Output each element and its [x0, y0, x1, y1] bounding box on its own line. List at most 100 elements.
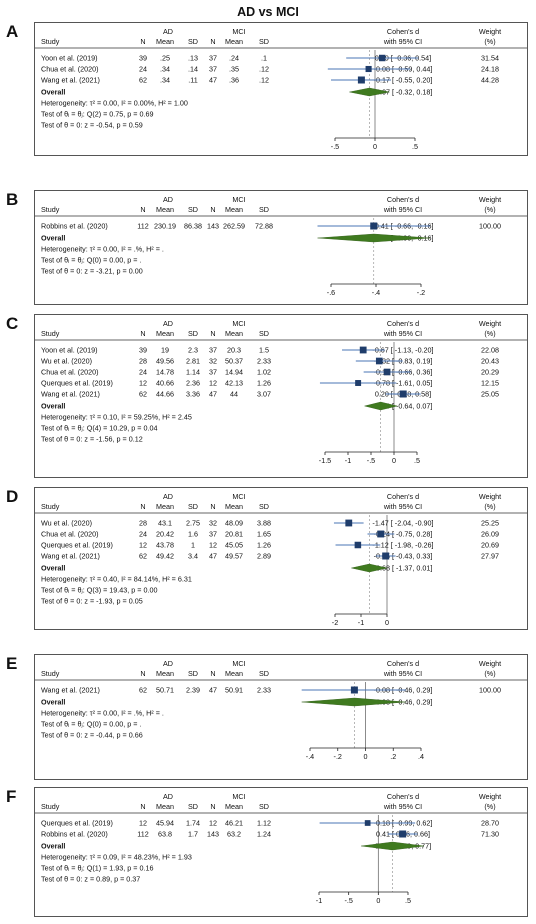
mci-n: 12	[209, 541, 217, 550]
effect-box	[345, 519, 353, 527]
mci-mean-header: Mean	[225, 502, 243, 511]
effect-subheader: with 95% CI	[383, 502, 422, 511]
ad-sd: 1.7	[188, 830, 198, 839]
forest-panel-a: A AD MCI Cohen's d Weight Study N Mean SD N Mean SD…	[0, 22, 536, 158]
panel-letter: F	[6, 787, 17, 806]
weight-subheader: (%)	[484, 669, 495, 678]
ad-group-header: AD	[163, 195, 173, 204]
mci-sd-header: SD	[259, 802, 269, 811]
mci-mean-header: Mean	[225, 669, 243, 678]
effect-ci: -0.78 [ -1.61, 0.05]	[374, 379, 433, 388]
effect-ci: -1.12 [ -1.98, -0.26]	[372, 541, 433, 550]
x-tick-label: .5	[405, 896, 411, 905]
effect-header: Cohen's d	[387, 659, 419, 668]
ad-n-header: N	[140, 669, 145, 678]
mci-n-header: N	[210, 37, 215, 46]
effect-ci: -1.47 [ -2.04, -0.90]	[372, 519, 433, 528]
x-tick-label: -.5	[331, 142, 339, 151]
effect-box	[350, 686, 358, 694]
mci-mean: 44	[230, 390, 238, 399]
ad-mean-header: Mean	[156, 669, 174, 678]
ad-mean-header: Mean	[156, 802, 174, 811]
ad-group-header: AD	[163, 492, 173, 501]
weight-subheader: (%)	[484, 329, 495, 338]
mci-sd: 1.65	[257, 530, 271, 539]
mci-mean: 48.09	[225, 519, 243, 528]
mci-sd: 1.02	[257, 368, 271, 377]
ad-n: 62	[139, 686, 147, 695]
ad-n: 62	[139, 390, 147, 399]
ad-sd: 1.74	[186, 819, 200, 828]
mci-n: 37	[209, 368, 217, 377]
study-weight: 24.18	[481, 65, 499, 74]
effect-subheader: with 95% CI	[383, 802, 422, 811]
study-row: Robbins et al. (2020) 112 230.19 86.38 143 26…	[41, 222, 501, 231]
ad-mean-header: Mean	[156, 502, 174, 511]
ad-sd: 1.14	[186, 368, 200, 377]
study-name: Chua et al. (2020)	[41, 65, 99, 74]
study-weight: 25.05	[481, 390, 499, 399]
effect-box	[382, 552, 390, 560]
study-name: Robbins et al. (2020)	[41, 830, 108, 839]
mci-mean: 20.81	[225, 530, 243, 539]
ad-sd-header: SD	[188, 329, 198, 338]
study-row: Wu et al. (2020) 28 43.1 2.75 32 48.09 3.88 -1.…	[41, 519, 499, 528]
x-tick-label: -.5	[367, 456, 375, 465]
study-header: Study	[41, 329, 60, 338]
mci-group-header: MCI	[232, 319, 245, 328]
weight-subheader: (%)	[484, 37, 495, 46]
weight-subheader: (%)	[484, 205, 495, 214]
mci-mean: 14.94	[225, 368, 243, 377]
mci-sd: 1.24	[257, 830, 271, 839]
overall-label: Overall	[41, 88, 65, 97]
ad-mean-header: Mean	[156, 37, 174, 46]
study-name: Chua et al. (2020)	[41, 530, 99, 539]
study-weight: 20.43	[481, 357, 499, 366]
overall-row: Overall-0.41 [ -0.66, -0.16]	[41, 234, 434, 243]
mci-n-header: N	[210, 669, 215, 678]
mci-n: 47	[209, 686, 217, 695]
overall-row: Overall -0.68 [ -1.37, 0.01]	[41, 564, 432, 573]
x-tick-label: -1.5	[319, 456, 331, 465]
mci-n: 37	[209, 65, 217, 74]
study-name: Wang et al. (2021)	[41, 686, 100, 695]
forest-panel-e: E AD MCI Cohen's d Weight Study N Mean SD N Mean SD…	[0, 654, 536, 782]
mci-n: 37	[209, 54, 217, 63]
overall-diamond	[301, 697, 406, 707]
effect-ci: -0.17 [ -0.55, 0.20]	[374, 76, 433, 85]
mci-sd: 72.88	[255, 222, 273, 231]
x-tick-label: 0	[373, 142, 377, 151]
effect-box	[355, 380, 362, 386]
study-row: Querques et al. (2019) 12 40.66 2.36 12 42.13…	[41, 379, 499, 388]
overall-row: Overall -0.07 [ -0.32, 0.18]	[41, 88, 432, 97]
mci-sd: 1.26	[257, 541, 271, 550]
overall-ci: -0.68 [ -1.37, 0.01]	[374, 564, 433, 573]
effect-header: Cohen's d	[387, 492, 419, 501]
weight-header: Weight	[479, 792, 501, 801]
ad-sd: .11	[188, 76, 197, 85]
ad-mean: 63.8	[158, 830, 172, 839]
study-row: Yoon et al. (2019) 39 19 2.3 37 20.3 1.5 -0.67 …	[41, 346, 499, 355]
overall-ci: -0.29 [ -0.64, 0.07]	[374, 402, 433, 411]
ad-sd: 3.36	[186, 390, 200, 399]
overall-label: Overall	[41, 402, 65, 411]
mci-sd: 1.5	[259, 346, 269, 355]
mci-mean-header: Mean	[225, 329, 243, 338]
overall-label: Overall	[41, 698, 65, 707]
ad-n: 28	[139, 519, 147, 528]
ad-mean-header: Mean	[156, 329, 174, 338]
figure-title: AD vs MCI	[237, 5, 299, 19]
x-tick-label: 0	[385, 618, 389, 627]
panel-frame: AD MCI Cohen's d Weight Study N Mean SD N Mean SD w…	[34, 787, 528, 917]
ad-mean: 49.42	[156, 552, 174, 561]
study-weight: 20.69	[481, 541, 499, 550]
mci-sd-header: SD	[259, 205, 269, 214]
heterogeneity-stat: Test of θ = 0: z = -1.56, p = 0.12	[41, 435, 143, 444]
mci-sd: .12	[259, 76, 269, 85]
study-row: Chua et al. (2020) 24 20.42 1.6 37 20.81 1.65 -…	[41, 530, 499, 539]
mci-sd: .1	[261, 54, 267, 63]
mci-mean: 46.21	[225, 819, 243, 828]
x-tick-label: -2	[332, 618, 338, 627]
x-tick-label: -1	[316, 896, 322, 905]
